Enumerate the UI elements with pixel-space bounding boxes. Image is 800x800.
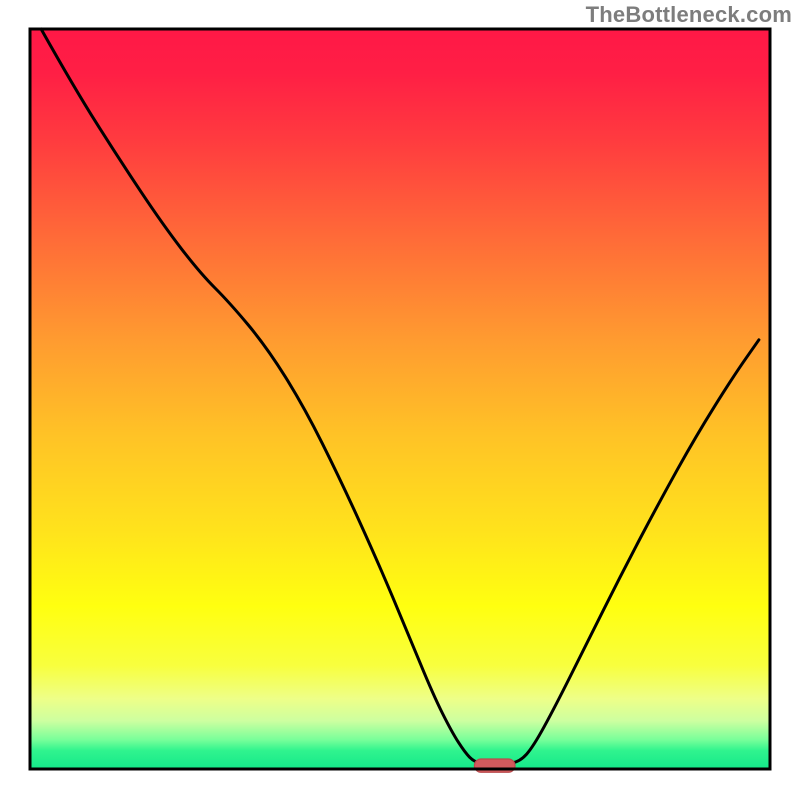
- chart-svg: [0, 0, 800, 800]
- gradient-background: [30, 29, 770, 769]
- attribution-label: TheBottleneck.com: [586, 2, 792, 28]
- bottleneck-chart: TheBottleneck.com: [0, 0, 800, 800]
